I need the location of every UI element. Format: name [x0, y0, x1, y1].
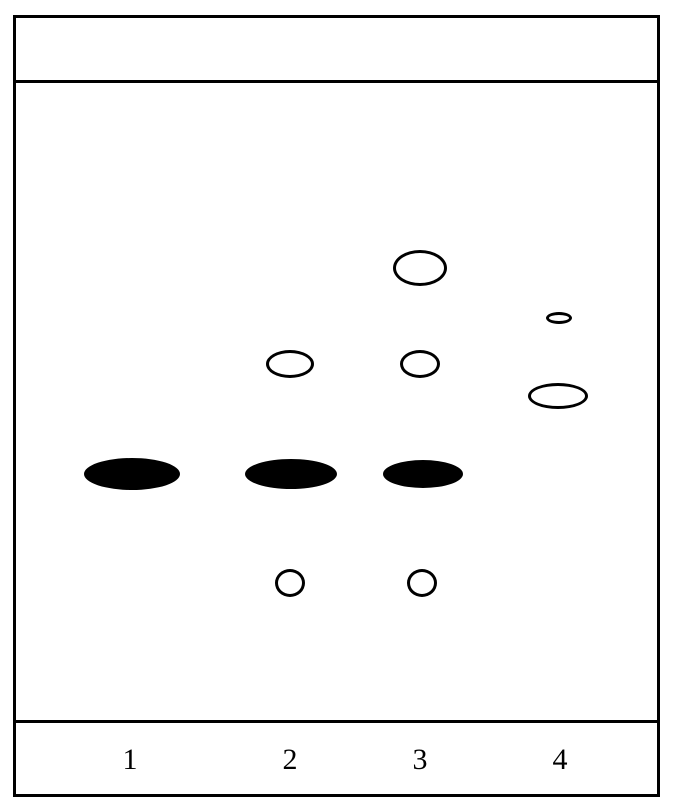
spot-lane2-1	[245, 459, 337, 489]
lane-label-2: 2	[283, 743, 298, 777]
spot-lane3-7	[407, 569, 437, 597]
spot-lane3-4	[383, 460, 463, 488]
footer-line	[13, 720, 660, 723]
lane-label-4: 4	[553, 743, 568, 777]
spot-lane2-3	[275, 569, 305, 597]
spot-lane4-9	[546, 312, 572, 324]
spot-lane2-2	[266, 350, 314, 378]
lane-label-3: 3	[413, 743, 428, 777]
spot-lane1-0	[84, 458, 180, 490]
spot-lane4-8	[528, 383, 588, 409]
spot-lane3-5	[400, 350, 440, 378]
lane-label-1: 1	[123, 743, 138, 777]
header-line	[13, 80, 660, 83]
spot-lane3-6	[393, 250, 447, 286]
tlc-plate-canvas: 1 2 3 4	[0, 0, 673, 810]
